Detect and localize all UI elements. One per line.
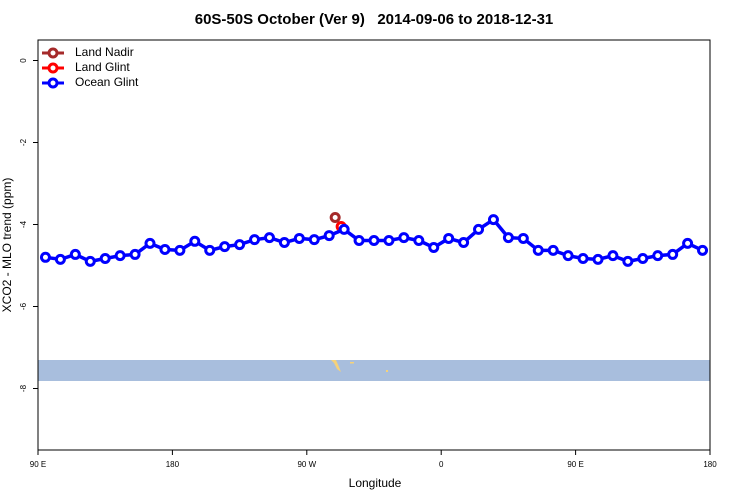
point [329,212,341,224]
point [652,250,664,262]
point [323,230,335,242]
x-tick-label: 0 [439,460,444,469]
legend-label: Land Glint [75,60,130,74]
legend-label: Ocean Glint [75,75,139,89]
legend-marker [47,77,59,89]
point [368,234,380,246]
y-tick-label: -6 [19,302,28,310]
point [577,253,589,265]
land-patch [350,362,354,364]
y-tick-label: 0 [19,58,28,63]
point [622,255,634,267]
y-tick-label: -2 [19,138,28,146]
point [99,253,111,265]
legend-label: Land Nadir [75,45,134,59]
point [458,237,470,249]
point [562,250,574,262]
point [308,234,320,246]
point [129,248,141,260]
point [39,251,51,263]
point [293,232,305,244]
point [473,223,485,235]
point [428,241,440,253]
point [532,244,544,256]
point [502,232,514,244]
point [517,232,529,244]
x-tick-label: 90 E [567,460,583,469]
legend-marker [47,47,59,59]
x-tick-label: 90 W [297,460,316,469]
legend-marker [47,62,59,74]
x-tick-label: 180 [166,460,180,469]
x-tick-label: 90 E [30,460,46,469]
point [338,223,350,235]
point [219,241,231,253]
point [144,237,156,249]
point [637,253,649,265]
point [667,248,679,260]
point [249,234,261,246]
point [204,244,216,256]
plot-frame [37,39,711,451]
point [592,253,604,265]
land-patch [386,370,388,372]
x-axis-label: Longitude [349,476,402,490]
point [383,234,395,246]
point [682,237,694,249]
point [607,250,619,262]
point [234,239,246,251]
map-strip [38,360,710,381]
point [398,232,410,244]
point [353,234,365,246]
point [443,232,455,244]
land-patch [331,360,341,372]
point [114,250,126,262]
y-axis-label: XCO2 - MLO trend (ppm) [0,178,14,313]
point [84,255,96,267]
point [278,237,290,249]
point [413,234,425,246]
point [69,248,81,260]
y-tick-label: -4 [19,220,28,228]
point [263,232,275,244]
chart-title: 60S-50S October (Ver 9) 2014-09-06 to 20… [195,11,554,28]
point [159,244,171,256]
point [174,244,186,256]
y-tick-label: -8 [19,384,28,392]
point [697,244,709,256]
point [547,244,559,256]
x-tick-label: 180 [703,460,717,469]
point [189,235,201,247]
point [487,214,499,226]
point [54,253,66,265]
